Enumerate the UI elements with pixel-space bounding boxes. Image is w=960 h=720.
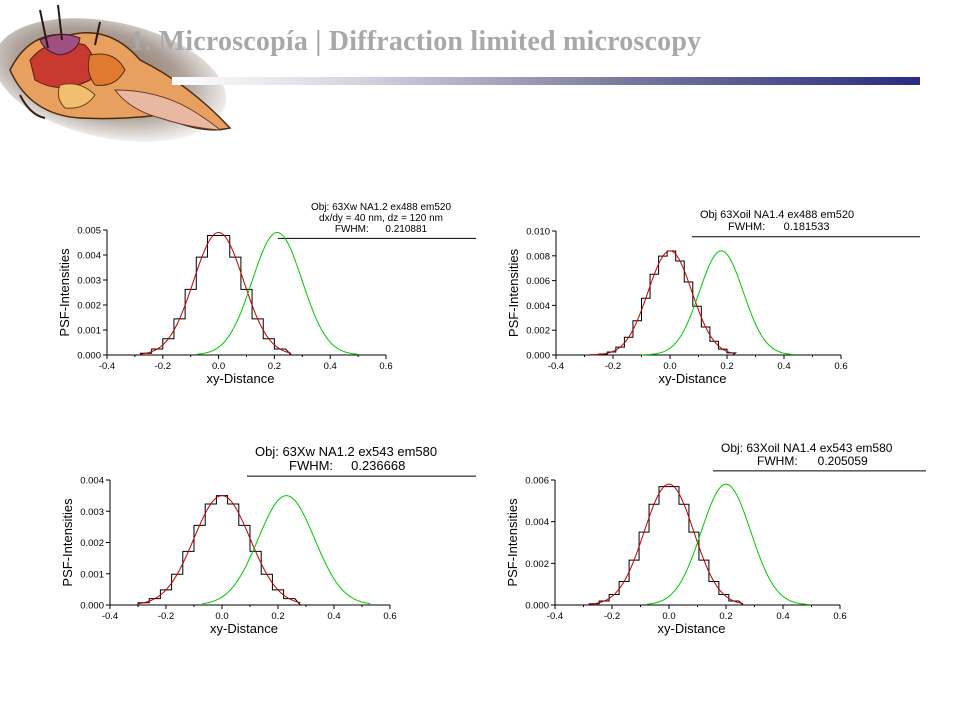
x-tick-label: -0.2 — [158, 611, 174, 622]
annotation-line: FWHM: 0.210881 — [334, 223, 428, 235]
y-tick-label: 0.006 — [525, 476, 549, 487]
annotation-line: Obj: 63Xw NA1.2 ex488 em520 — [310, 202, 452, 213]
psf-histogram-series — [139, 235, 292, 356]
x-tick-label: 0.0 — [663, 361, 676, 372]
y-tick-label: 0.002 — [77, 301, 101, 312]
x-tick-label: 0.0 — [212, 361, 225, 372]
x-tick-label: 0.6 — [383, 611, 396, 622]
gaussian-fit-series — [589, 483, 744, 605]
annotation-line: Obj: 63Xoil NA1.4 ex543 em580 — [721, 441, 893, 455]
psf-histogram-series — [137, 495, 301, 606]
chart-annotation: Obj: 63Xw NA1.2 ex488 em520 dx/dy = 40 n… — [286, 202, 476, 235]
psf-histogram-series — [589, 250, 738, 356]
x-tick-label: -0.4 — [548, 361, 564, 372]
x-tick-label: 0.2 — [271, 611, 284, 622]
annotation-line: FWHM: 0.181533 — [728, 220, 830, 233]
y-tick-label: 0.003 — [80, 507, 104, 518]
x-tick-label: 0.4 — [324, 361, 337, 372]
y-tick-label: 0.002 — [526, 326, 550, 337]
shifted-psf-series — [646, 483, 812, 606]
psf-chart-panel: -0.4 -0.2 0.0 0.2 0.4 0.6 0.000 0.001 0.002 0.003… — [48, 440, 480, 640]
y-tick-label: 0.002 — [525, 559, 549, 570]
x-tick-label: 0.6 — [833, 611, 846, 622]
y-tick-label: 0.010 — [526, 227, 550, 238]
psf-chart-panel: -0.4 -0.2 0.0 0.2 0.4 0.6 0.000 0.001 0.002 0.003… — [48, 198, 480, 388]
x-tick-label: 0.2 — [720, 361, 733, 372]
shifted-psf-series — [202, 495, 371, 605]
x-tick-label: 0.4 — [327, 611, 340, 622]
y-tick-label: 0.005 — [77, 226, 101, 237]
psf-chart: -0.4 -0.2 0.0 0.2 0.4 0.6 0.000 0.002 0.004 0.006… — [506, 227, 920, 386]
x-tick-label: 0.6 — [834, 361, 847, 372]
y-tick-label: 0.000 — [525, 601, 549, 612]
y-tick-label: 0.001 — [77, 326, 101, 337]
y-tick-label: 0.002 — [80, 538, 104, 549]
annotation-line: FWHM: 0.236668 — [289, 458, 406, 474]
y-tick-label: 0.001 — [80, 569, 104, 580]
x-tick-label: 0.4 — [777, 361, 790, 372]
annotation-line: Obj: 63Xw NA1.2 ex543 em580 — [255, 444, 438, 459]
annotation-line: Obj 63Xoil NA1.4 ex488 em520 — [700, 209, 855, 221]
psf-chart: -0.4 -0.2 0.0 0.2 0.4 0.6 0.000 0.002 0.004 0.006… — [505, 470, 926, 636]
shifted-psf-series — [641, 250, 796, 356]
gaussian-fit-series — [140, 231, 292, 355]
annotation-line: dx/dy = 40 nm, dz = 120 nm — [319, 212, 443, 224]
anatomical-dissection-logo-icon — [0, 4, 232, 142]
y-tick-label: 0.004 — [77, 251, 101, 262]
x-tick-label: -0.4 — [102, 611, 118, 622]
y-tick-label: 0.006 — [526, 276, 550, 287]
x-tick-label: -0.2 — [604, 611, 620, 622]
psf-chart-panel: -0.4 -0.2 0.0 0.2 0.4 0.6 0.000 0.002 0.004 0.006… — [498, 198, 930, 388]
shifted-psf-series — [196, 231, 359, 355]
x-axis-title: xy-Distance — [210, 621, 278, 636]
y-tick-label: 0.008 — [526, 251, 550, 262]
y-tick-label: 0.000 — [77, 351, 101, 362]
y-tick-label: 0.004 — [80, 476, 104, 487]
y-axis-title: PSF-Intensities — [60, 498, 75, 587]
psf-chart: -0.4 -0.2 0.0 0.2 0.4 0.6 0.000 0.001 0.002 0.003… — [60, 476, 476, 636]
annotation-line: FWHM: 0.205059 — [757, 453, 868, 468]
slide-title: 1. Microscopía | Diffraction limited mic… — [130, 26, 702, 57]
chart-annotation: Obj: 63Xw NA1.2 ex543 em580 FWHM: 0.2366… — [255, 444, 480, 474]
x-tick-label: 0.4 — [776, 611, 789, 622]
psf-chart-panel: -0.4 -0.2 0.0 0.2 0.4 0.6 0.000 0.002 0.004 0.006… — [498, 440, 930, 640]
y-axis-title: PSF-Intensities — [57, 248, 72, 337]
x-tick-label: -0.2 — [155, 361, 171, 372]
y-tick-label: 0.004 — [525, 517, 549, 528]
x-tick-label: 0.2 — [268, 361, 281, 372]
x-tick-label: 0.2 — [719, 611, 732, 622]
x-tick-label: -0.4 — [99, 361, 115, 372]
chart-annotation: Obj: 63Xoil NA1.4 ex543 em580 FWHM: 0.20… — [721, 442, 926, 468]
gaussian-fit-series — [137, 495, 301, 605]
chart-annotation: Obj 63Xoil NA1.4 ex488 em520 FWHM: 0.181… — [700, 209, 920, 234]
x-tick-label: 0.0 — [215, 611, 228, 622]
psf-histogram-series — [588, 486, 744, 606]
x-tick-label: -0.2 — [605, 361, 621, 372]
x-axis-title: xy-Distance — [207, 371, 275, 386]
gaussian-fit-series — [590, 250, 733, 356]
y-axis-title: PSF-Intensities — [506, 248, 521, 337]
x-tick-label: 0.6 — [379, 361, 392, 372]
x-axis-title: xy-Distance — [659, 371, 727, 386]
y-tick-label: 0.003 — [77, 276, 101, 287]
y-tick-label: 0.004 — [526, 301, 550, 312]
y-axis-title: PSF-Intensities — [505, 498, 520, 587]
y-tick-label: 0.000 — [526, 351, 550, 362]
psf-chart: -0.4 -0.2 0.0 0.2 0.4 0.6 0.000 0.001 0.002 0.003… — [57, 226, 476, 386]
title-divider-bar — [172, 77, 920, 85]
x-tick-label: 0.0 — [662, 611, 675, 622]
x-axis-title: xy-Distance — [658, 621, 726, 636]
y-tick-label: 0.000 — [80, 601, 104, 612]
x-tick-label: -0.4 — [547, 611, 563, 622]
